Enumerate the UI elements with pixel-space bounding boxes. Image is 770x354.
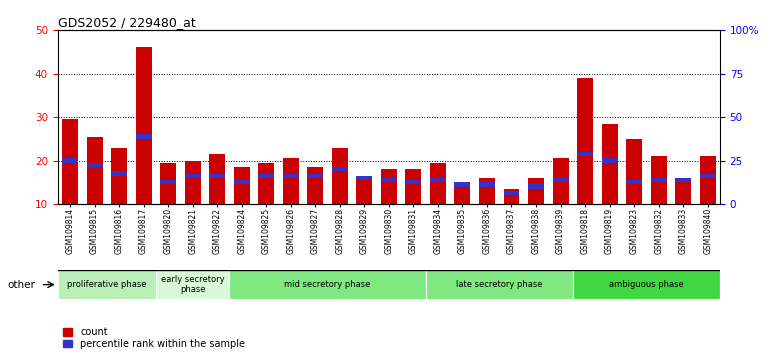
Text: early secretory
phase: early secretory phase (161, 275, 225, 294)
Bar (283, 158, 299, 204)
Bar (160, 163, 176, 204)
Bar (430, 178, 446, 182)
Bar (258, 173, 274, 178)
Bar (626, 180, 642, 184)
Bar (528, 178, 544, 204)
Bar (430, 163, 446, 204)
Bar (307, 167, 323, 204)
Bar (479, 182, 495, 187)
Bar (136, 135, 152, 139)
Text: mid secretory phase: mid secretory phase (284, 280, 370, 289)
Bar (675, 178, 691, 182)
Bar (577, 78, 593, 204)
Bar (577, 152, 593, 156)
Bar (229, 270, 426, 299)
Bar (136, 47, 152, 204)
Bar (700, 173, 715, 178)
Bar (357, 178, 373, 204)
Bar (573, 270, 720, 299)
Bar (675, 178, 691, 204)
Bar (426, 270, 573, 299)
Bar (234, 180, 249, 184)
Bar (283, 173, 299, 178)
Bar (111, 171, 127, 176)
Bar (62, 158, 78, 163)
Bar (553, 158, 568, 204)
Bar (553, 178, 568, 182)
Legend: count, percentile rank within the sample: count, percentile rank within the sample (62, 327, 245, 349)
Bar (209, 173, 225, 178)
Bar (479, 178, 495, 204)
Bar (381, 178, 397, 182)
Bar (528, 184, 544, 189)
Text: proliferative phase: proliferative phase (67, 280, 146, 289)
Text: other: other (8, 280, 35, 290)
Bar (454, 182, 470, 187)
Bar (160, 180, 176, 184)
Bar (405, 169, 421, 204)
Bar (332, 148, 348, 204)
Bar (111, 148, 127, 204)
Text: ambiguous phase: ambiguous phase (609, 280, 684, 289)
Bar (626, 139, 642, 204)
Bar (454, 182, 470, 204)
Bar (62, 119, 78, 204)
Bar (601, 158, 618, 163)
Text: GDS2052 / 229480_at: GDS2052 / 229480_at (58, 16, 196, 29)
Bar (86, 163, 102, 167)
Bar (381, 169, 397, 204)
Bar (504, 191, 520, 195)
Bar (700, 156, 715, 204)
Bar (357, 176, 373, 180)
Bar (258, 163, 274, 204)
Bar (332, 167, 348, 171)
Bar (405, 180, 421, 184)
Bar (307, 173, 323, 178)
Bar (651, 156, 667, 204)
Bar (651, 178, 667, 182)
Bar (58, 270, 156, 299)
Bar (185, 173, 201, 178)
Bar (504, 189, 520, 204)
Text: late secretory phase: late secretory phase (456, 280, 543, 289)
Bar (185, 161, 201, 204)
Bar (601, 124, 618, 204)
Bar (234, 167, 249, 204)
Bar (86, 137, 102, 204)
Bar (156, 270, 229, 299)
Bar (209, 154, 225, 204)
